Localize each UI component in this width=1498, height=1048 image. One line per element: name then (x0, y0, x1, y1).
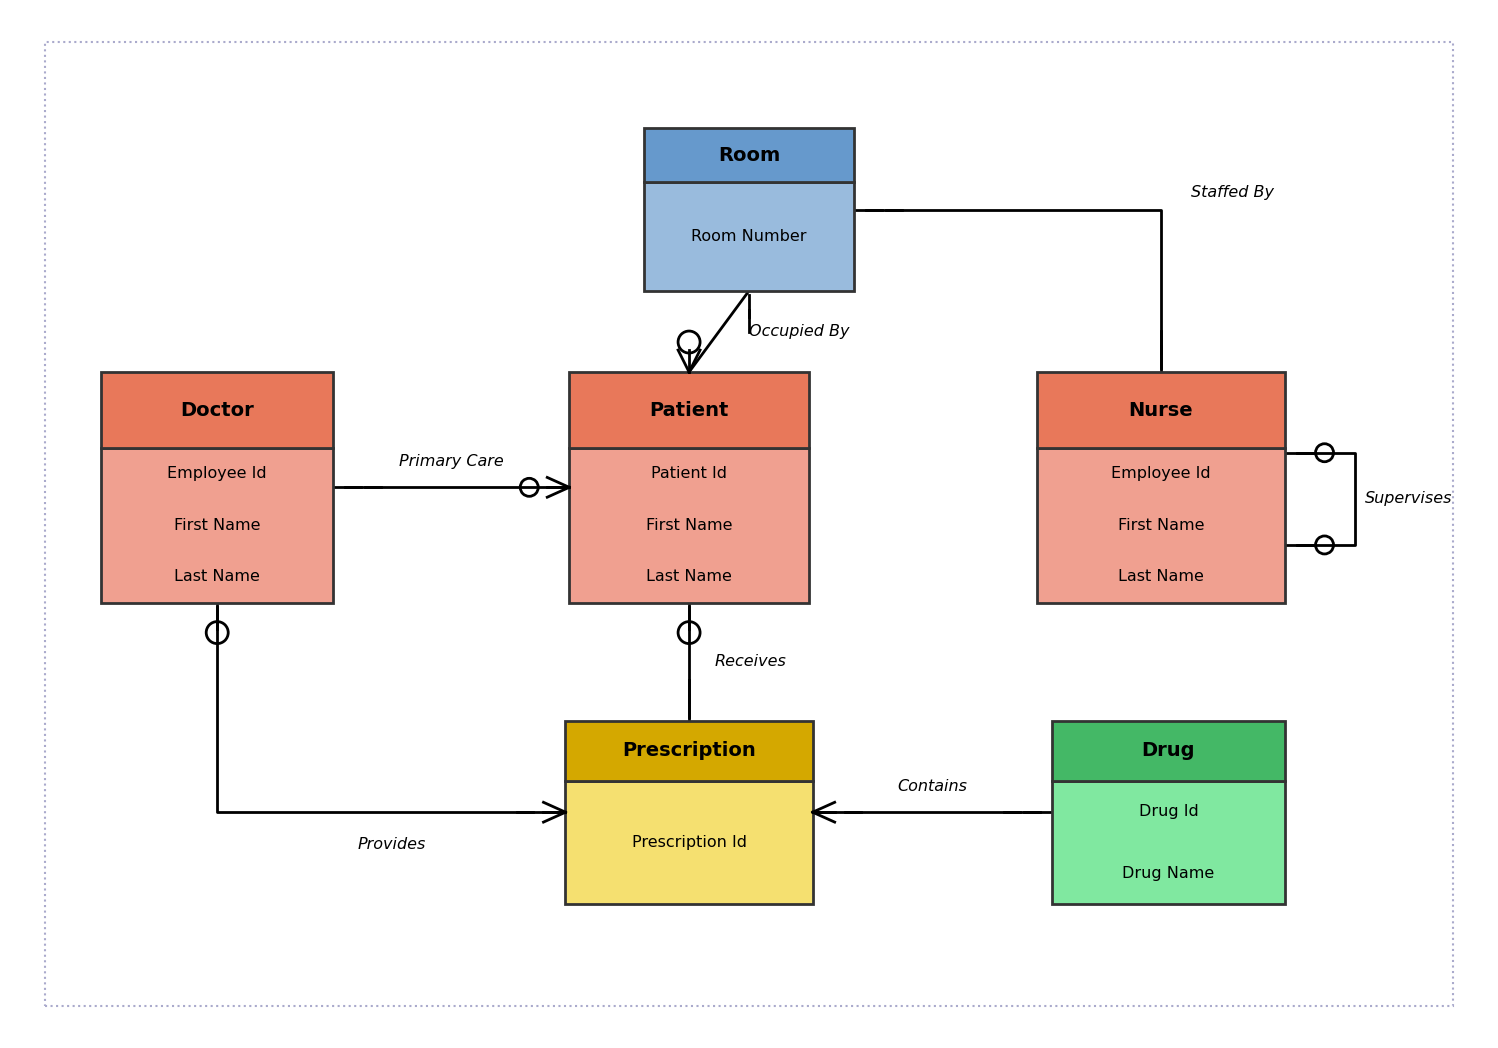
Text: Provides: Provides (357, 837, 425, 852)
Text: Room Number: Room Number (691, 228, 807, 244)
FancyBboxPatch shape (1052, 721, 1285, 781)
FancyBboxPatch shape (100, 372, 333, 449)
FancyBboxPatch shape (644, 182, 854, 291)
Text: Doctor: Doctor (180, 400, 255, 419)
Text: Employee Id: Employee Id (1112, 466, 1210, 481)
FancyBboxPatch shape (566, 721, 813, 781)
Text: Drug Id: Drug Id (1138, 804, 1198, 820)
FancyBboxPatch shape (1052, 781, 1285, 903)
Text: First Name: First Name (174, 518, 261, 532)
Text: Staffed By: Staffed By (1191, 184, 1273, 199)
Text: Last Name: Last Name (174, 569, 261, 585)
FancyBboxPatch shape (1038, 449, 1285, 603)
Text: Last Name: Last Name (1118, 569, 1204, 585)
Text: Nurse: Nurse (1128, 400, 1194, 419)
Text: Patient: Patient (650, 400, 728, 419)
Text: Receives: Receives (715, 654, 786, 669)
Text: Patient Id: Patient Id (652, 466, 727, 481)
Text: Contains: Contains (897, 780, 968, 794)
Text: Supervises: Supervises (1365, 492, 1452, 506)
FancyBboxPatch shape (569, 449, 809, 603)
Text: First Name: First Name (646, 518, 733, 532)
Text: Employee Id: Employee Id (168, 466, 267, 481)
Text: Primary Care: Primary Care (398, 455, 503, 470)
FancyBboxPatch shape (1038, 372, 1285, 449)
FancyBboxPatch shape (569, 372, 809, 449)
Text: Last Name: Last Name (646, 569, 733, 585)
Text: Prescription: Prescription (622, 741, 756, 760)
FancyBboxPatch shape (566, 781, 813, 903)
Text: Drug: Drug (1141, 741, 1195, 760)
FancyBboxPatch shape (644, 129, 854, 182)
FancyBboxPatch shape (100, 449, 333, 603)
Text: Drug Name: Drug Name (1122, 866, 1215, 880)
Text: First Name: First Name (1118, 518, 1204, 532)
Text: Room: Room (718, 146, 780, 165)
Text: Occupied By: Occupied By (749, 324, 849, 339)
Text: Prescription Id: Prescription Id (632, 835, 746, 850)
